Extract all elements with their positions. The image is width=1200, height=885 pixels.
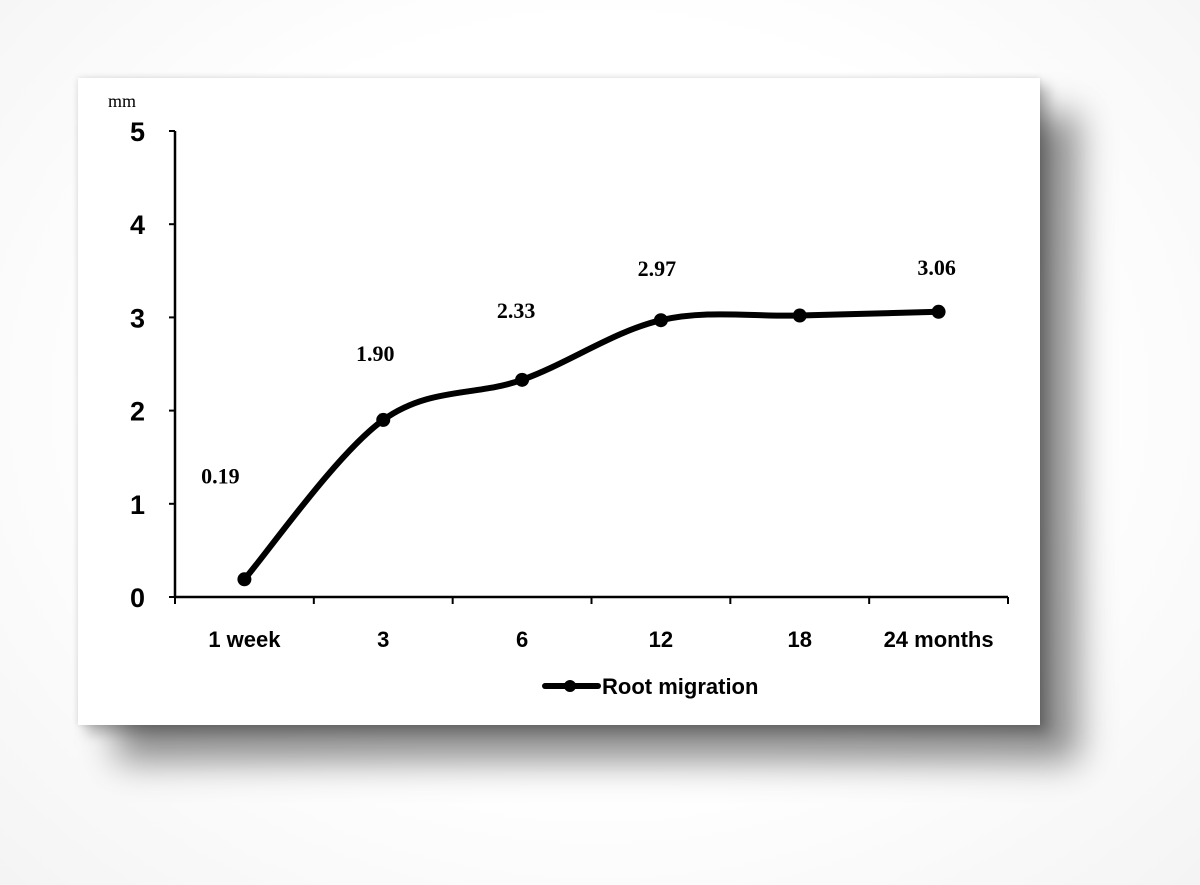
data-label: 2.33 [497, 298, 536, 323]
legend-label-root-migration: Root migration [602, 674, 758, 699]
legend: Root migration [542, 674, 758, 699]
y-tick-label: 0 [130, 583, 145, 613]
data-labels: 0.19 1.90 2.33 2.97 3.06 [201, 255, 956, 488]
series-root-migration [237, 304, 946, 587]
axes [173, 131, 1008, 599]
y-tick-label: 5 [130, 117, 145, 147]
x-tick-label: 24 months [884, 627, 994, 652]
series-line [241, 308, 942, 583]
x-tick-label: 6 [516, 627, 528, 652]
data-point [931, 304, 946, 319]
data-point [653, 313, 668, 328]
y-axis-unit-label: mm [108, 91, 136, 111]
data-label: 1.90 [356, 341, 395, 366]
y-tick-label: 1 [130, 490, 145, 520]
x-tick-label: 18 [788, 627, 812, 652]
y-tick-label: 4 [130, 210, 145, 240]
y-tick-label: 3 [130, 303, 145, 333]
data-point [237, 572, 252, 587]
y-tick-labels: 0 1 2 3 4 5 [130, 117, 145, 613]
data-point [376, 412, 391, 427]
legend-marker [564, 680, 576, 692]
data-label: 3.06 [917, 255, 956, 280]
data-label: 0.19 [201, 463, 240, 488]
y-tick-label: 2 [130, 397, 145, 427]
x-tick-label: 1 week [208, 627, 281, 652]
x-tick-label: 3 [377, 627, 389, 652]
data-point [515, 372, 530, 387]
data-point [792, 308, 807, 323]
x-tick-label: 12 [649, 627, 673, 652]
data-label: 2.97 [638, 256, 677, 281]
axis-ticks [169, 130, 1009, 604]
x-tick-labels: 1 week 3 6 12 18 24 months [208, 627, 993, 652]
